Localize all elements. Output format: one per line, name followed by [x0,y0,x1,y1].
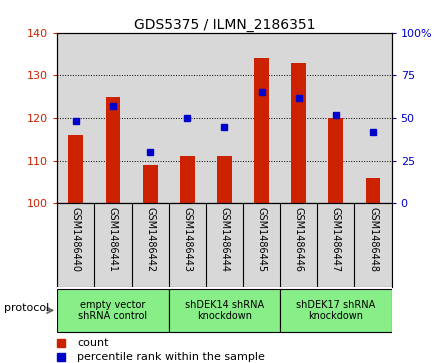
Text: GSM1486448: GSM1486448 [368,207,378,273]
Bar [57,289,169,332]
Bar [291,62,306,203]
Bar [328,118,343,203]
Text: GSM1486445: GSM1486445 [257,207,267,273]
Text: GSM1486443: GSM1486443 [182,207,192,273]
Bar [68,135,83,203]
Text: count: count [77,338,109,348]
Bar [169,289,280,332]
Bar [143,165,158,203]
Bar [254,58,269,203]
Text: GSM1486447: GSM1486447 [331,207,341,273]
Bar [180,156,194,203]
Text: protocol: protocol [4,303,50,313]
Text: GSM1486444: GSM1486444 [220,207,229,273]
Text: shDEK14 shRNA
knockdown: shDEK14 shRNA knockdown [185,299,264,321]
Text: GSM1486441: GSM1486441 [108,207,118,273]
Bar [217,156,232,203]
Text: GSM1486440: GSM1486440 [71,207,81,273]
Text: GSM1486446: GSM1486446 [294,207,304,273]
Text: shDEK17 shRNA
knockdown: shDEK17 shRNA knockdown [296,299,375,321]
Text: empty vector
shRNA control: empty vector shRNA control [78,299,147,321]
Bar [280,289,392,332]
Bar [106,97,121,203]
Bar [366,178,381,203]
Text: GSM1486442: GSM1486442 [145,207,155,273]
Title: GDS5375 / ILMN_2186351: GDS5375 / ILMN_2186351 [134,18,315,32]
Text: percentile rank within the sample: percentile rank within the sample [77,352,265,362]
